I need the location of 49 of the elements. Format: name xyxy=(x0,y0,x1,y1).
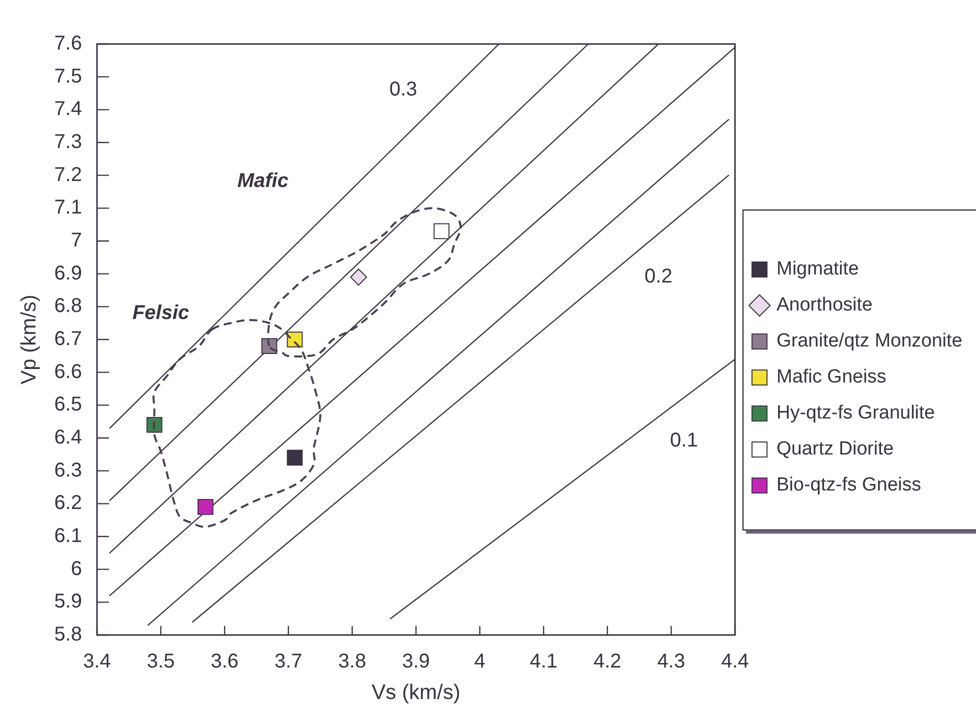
annotation: 0.2 xyxy=(644,265,672,288)
y-tick-label: 6.2 xyxy=(54,492,82,514)
y-tick-label: 6.3 xyxy=(54,459,82,482)
y-tick-label: 7.1 xyxy=(54,196,82,219)
y-tick-label: 6.8 xyxy=(54,295,82,318)
legend-label: Bio-qtz-fs Gneiss xyxy=(776,474,922,496)
legend-label: Quartz Diorite xyxy=(776,438,894,460)
x-axis-title: Vs (km/s) xyxy=(372,681,460,704)
y-tick-label: 7 xyxy=(70,230,82,252)
legend-label: Migmatite xyxy=(776,258,859,280)
point xyxy=(286,450,303,466)
x-tick-label: 4 xyxy=(474,650,486,673)
point xyxy=(434,223,450,240)
point xyxy=(146,416,162,433)
y-tick-label: 6.4 xyxy=(54,426,82,449)
y-tick-label: 6 xyxy=(70,558,82,580)
y-tick-label: 6.1 xyxy=(54,525,82,548)
x-tick-label: 4.3 xyxy=(657,650,686,673)
x-tick-label: 3.4 xyxy=(83,650,111,673)
y-tick-label: 7.5 xyxy=(54,65,82,88)
y-tick-label: 6.6 xyxy=(54,360,82,383)
annotation: Felsic xyxy=(132,302,190,324)
y-tick-label: 6.5 xyxy=(54,394,82,416)
y-tick-label: 6.7 xyxy=(54,328,82,350)
x-tick-label: 3.6 xyxy=(210,650,239,673)
legend-label: Mafic Gneiss xyxy=(776,366,886,388)
legend-label: Granite/qtz Monzonite xyxy=(776,330,962,352)
x-tick-label: 4.1 xyxy=(530,650,558,673)
x-tick-label: 3.5 xyxy=(146,650,175,673)
legend-label: Anorthosite xyxy=(776,294,873,316)
y-tick-label: 7.2 xyxy=(54,164,82,186)
y-tick-label: 6.9 xyxy=(54,262,82,284)
y-tick-label: 7.6 xyxy=(54,32,82,55)
x-tick-label: 4.2 xyxy=(593,650,622,673)
y-axis-title: Vp (km/s) xyxy=(17,294,40,384)
y-tick-label: 7.3 xyxy=(54,131,82,154)
y-tick-label: 5.8 xyxy=(54,624,82,646)
annotation: 0.1 xyxy=(670,430,698,452)
y-tick-label: 7.4 xyxy=(54,98,82,120)
x-tick-label: 3.8 xyxy=(338,650,366,673)
annotation: Mafic xyxy=(237,170,288,192)
y-tick-label: 5.9 xyxy=(54,590,82,613)
annotation: 0.3 xyxy=(389,78,418,101)
point xyxy=(198,499,214,515)
x-tick-label: 4.4 xyxy=(721,650,749,673)
point xyxy=(350,268,368,286)
x-tick-label: 3.7 xyxy=(274,650,302,673)
x-tick-label: 3.9 xyxy=(402,650,430,673)
legend-label: Hy-qtz-fs Granulite xyxy=(776,402,935,424)
